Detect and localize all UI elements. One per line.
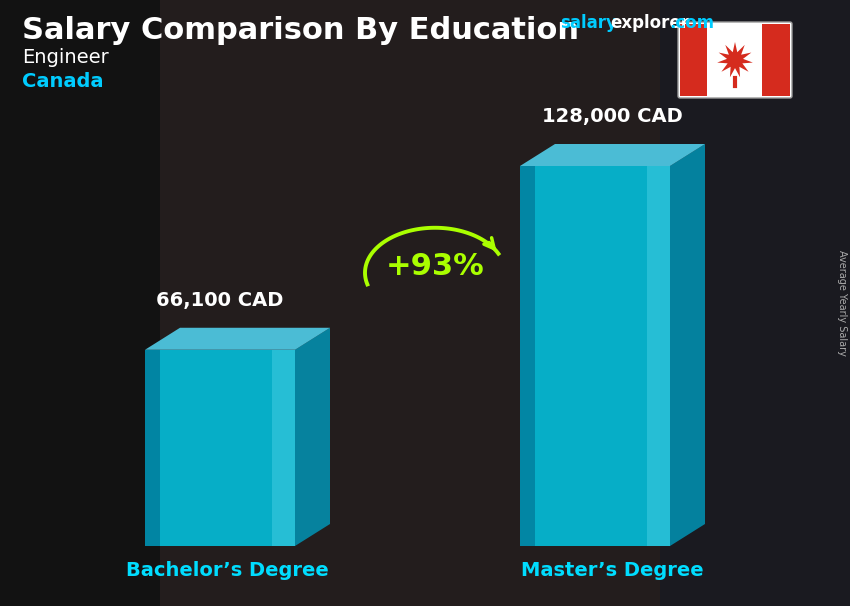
FancyBboxPatch shape <box>678 22 792 98</box>
Polygon shape <box>520 166 535 546</box>
Text: Master’s Degree: Master’s Degree <box>521 561 704 580</box>
Text: +93%: +93% <box>386 252 484 281</box>
Text: salary: salary <box>560 14 617 32</box>
Polygon shape <box>295 328 330 546</box>
Text: Canada: Canada <box>22 72 104 91</box>
Bar <box>0 0 160 606</box>
Bar <box>680 24 707 96</box>
Polygon shape <box>520 166 670 546</box>
Polygon shape <box>145 350 160 546</box>
Polygon shape <box>273 350 295 546</box>
Text: .com: .com <box>669 14 714 32</box>
Polygon shape <box>520 144 705 166</box>
Polygon shape <box>145 350 295 546</box>
Polygon shape <box>648 166 670 546</box>
Polygon shape <box>670 144 705 546</box>
Text: Engineer: Engineer <box>22 48 109 67</box>
Polygon shape <box>145 328 330 350</box>
Bar <box>660 0 850 606</box>
Text: Bachelor’s Degree: Bachelor’s Degree <box>126 561 328 580</box>
Bar <box>762 24 790 96</box>
Text: explorer: explorer <box>610 14 689 32</box>
Text: Salary Comparison By Education: Salary Comparison By Education <box>22 16 579 45</box>
Text: 128,000 CAD: 128,000 CAD <box>542 107 683 126</box>
Bar <box>160 0 660 606</box>
Polygon shape <box>717 42 753 78</box>
Text: Average Yearly Salary: Average Yearly Salary <box>837 250 847 356</box>
Text: 66,100 CAD: 66,100 CAD <box>156 291 284 310</box>
